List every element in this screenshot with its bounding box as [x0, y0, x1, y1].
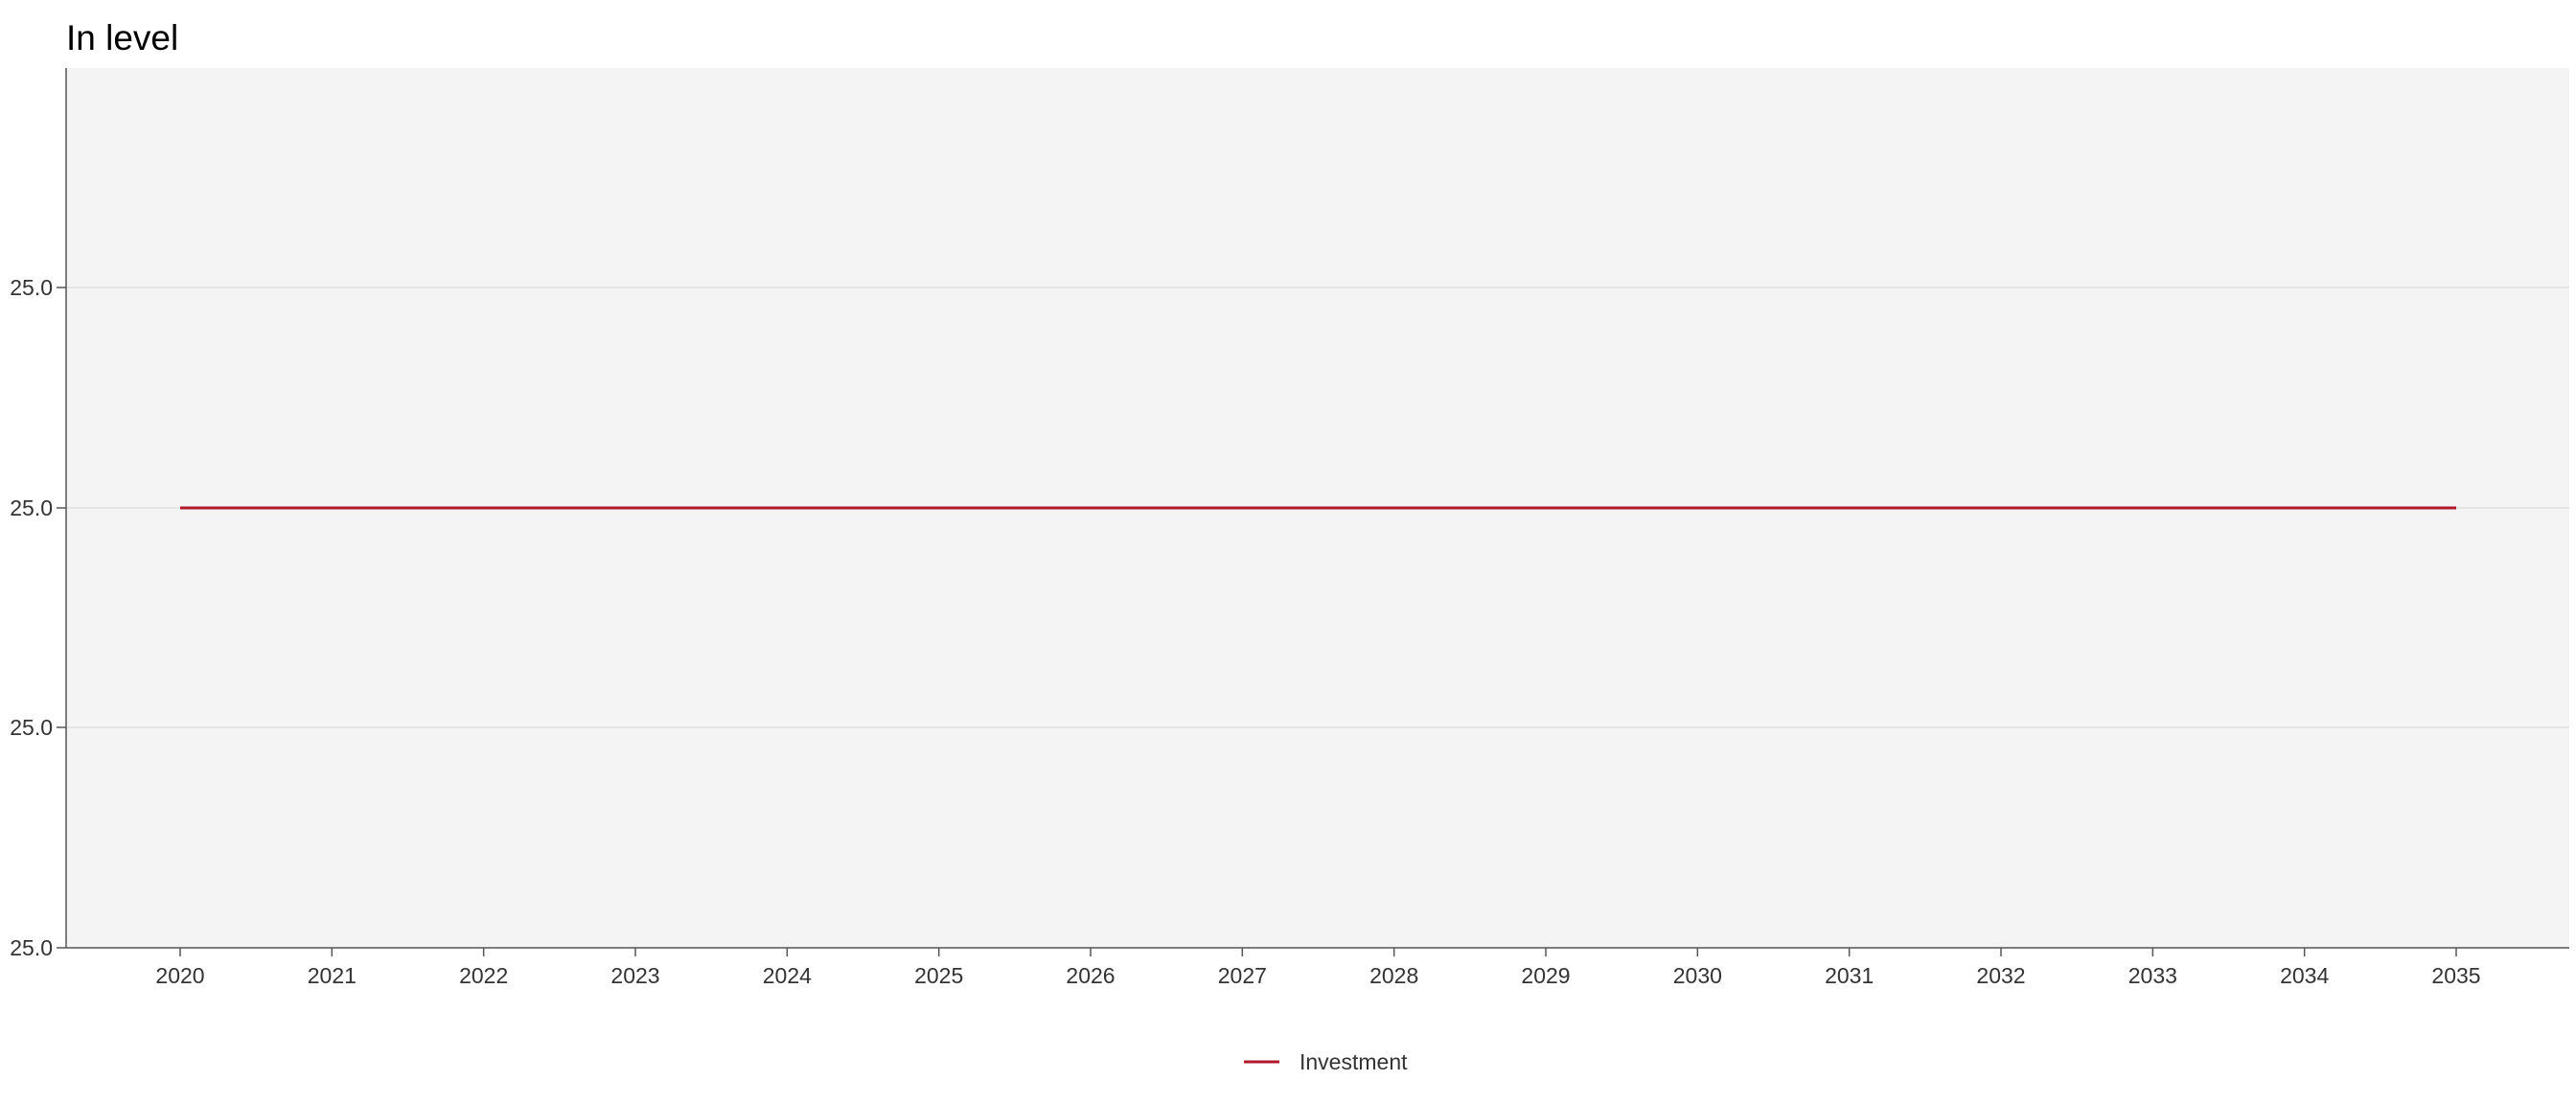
legend: Investment — [1244, 1049, 1408, 1074]
x-tick-label: 2023 — [610, 963, 659, 988]
x-tick-label: 2028 — [1369, 963, 1418, 988]
x-tick-label: 2025 — [914, 963, 963, 988]
x-tick-label: 2024 — [763, 963, 812, 988]
x-tick-label: 2022 — [459, 963, 508, 988]
y-tick-label: 25.0 — [10, 715, 53, 740]
x-tick-label: 2021 — [308, 963, 356, 988]
legend-label: Investment — [1300, 1049, 1408, 1074]
x-tick-label: 2026 — [1066, 963, 1115, 988]
y-tick-label: 25.0 — [10, 935, 53, 960]
x-tick-label: 2031 — [1825, 963, 1874, 988]
x-axis-ticks: 2020 2021 2022 2023 2024 2025 2026 2027 2028 2029… — [155, 948, 2481, 988]
y-tick-label: 25.0 — [10, 495, 53, 520]
x-tick-label: 2029 — [1521, 963, 1570, 988]
x-tick-label: 2030 — [1673, 963, 1722, 988]
x-tick-label: 2032 — [1976, 963, 2025, 988]
x-tick-label: 2034 — [2280, 963, 2329, 988]
x-tick-label: 2033 — [2128, 963, 2177, 988]
chart-title: In level — [66, 18, 179, 58]
y-axis-ticks: 25.0 25.0 25.0 25.0 — [10, 275, 66, 960]
x-tick-label: 2027 — [1218, 963, 1267, 988]
x-tick-label: 2035 — [2431, 963, 2480, 988]
y-tick-label: 25.0 — [10, 275, 53, 300]
x-tick-label: 2020 — [155, 963, 204, 988]
